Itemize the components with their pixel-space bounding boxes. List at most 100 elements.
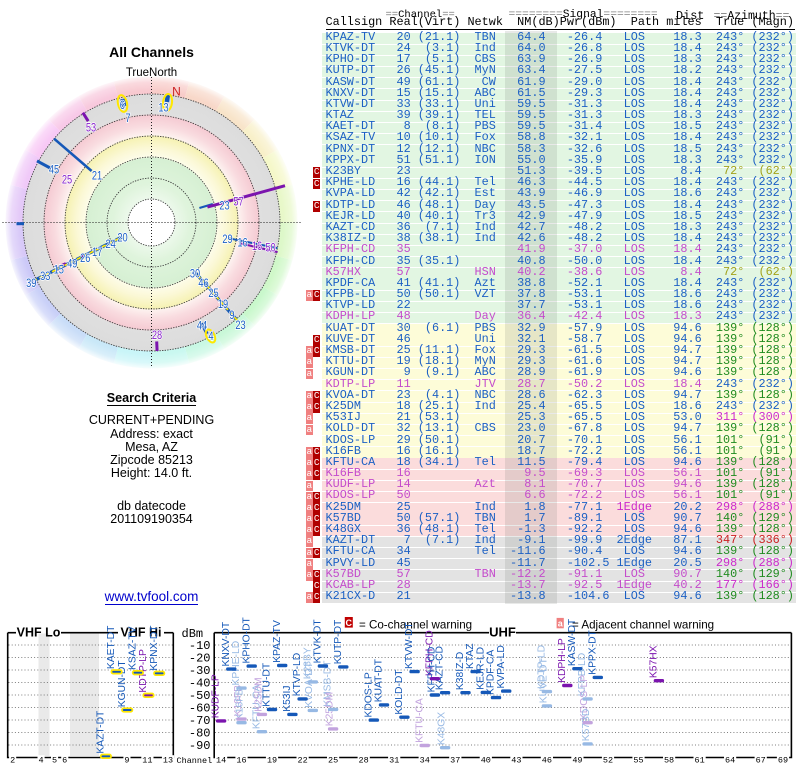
svg-text:58: 58 (664, 755, 674, 765)
svg-text:KMSB-DT: KMSB-DT (323, 660, 334, 707)
svg-text:KVOA-DT: KVOA-DT (304, 661, 315, 707)
svg-text:KNXV-DT: KNXV-DT (221, 621, 232, 666)
svg-text:KFPH-CD: KFPH-CD (426, 647, 437, 693)
svg-text:6: 6 (62, 755, 67, 765)
svg-text:28: 28 (152, 329, 162, 342)
svg-text:KFPH-CD: KFPH-CD (425, 630, 436, 676)
svg-text:52: 52 (603, 755, 613, 765)
svg-text:C: C (346, 618, 353, 628)
svg-text:20: 20 (117, 232, 127, 245)
svg-text:-80: -80 (189, 726, 211, 740)
svg-text:11: 11 (142, 755, 152, 765)
svg-text:KFTU-CA: KFTU-CA (414, 698, 425, 743)
svg-text:2: 2 (10, 755, 15, 765)
svg-text:-90: -90 (189, 739, 211, 753)
svg-text:24: 24 (105, 238, 116, 251)
svg-text:49: 49 (572, 755, 582, 765)
svg-text:49: 49 (67, 258, 77, 271)
svg-text:-30: -30 (189, 664, 211, 678)
svg-text:69: 69 (778, 755, 788, 765)
svg-text:K38IZ-D: K38IZ-D (455, 652, 466, 690)
svg-text:30: 30 (190, 268, 200, 281)
svg-text:= Adjacent channel warning: = Adjacent channel warning (572, 618, 714, 631)
svg-text:KPAZ-TV: KPAZ-TV (272, 620, 283, 663)
svg-text:26: 26 (80, 252, 90, 265)
svg-text:K23BY: K23BY (302, 647, 313, 679)
svg-text:21: 21 (92, 170, 102, 183)
svg-text:22: 22 (297, 755, 307, 765)
svg-text:61: 61 (694, 755, 704, 765)
svg-text:19: 19 (218, 298, 228, 311)
svg-text:55: 55 (633, 755, 643, 765)
svg-text:57: 57 (233, 196, 243, 209)
svg-text:K25DM: K25DM (253, 677, 264, 711)
svg-text:6: 6 (120, 99, 125, 112)
svg-text:40: 40 (481, 755, 491, 765)
svg-text:KPPX-DT: KPPX-DT (587, 629, 598, 674)
svg-text:67: 67 (756, 755, 766, 765)
svg-text:a: a (558, 618, 564, 628)
svg-text:45: 45 (49, 164, 59, 177)
svg-text:16: 16 (236, 755, 246, 765)
svg-text:13: 13 (158, 102, 168, 115)
svg-text:-70: -70 (189, 714, 211, 728)
svg-text:25: 25 (208, 287, 218, 300)
svg-text:31: 31 (389, 755, 399, 765)
svg-text:dBm: dBm (182, 627, 204, 641)
svg-text:25: 25 (328, 755, 338, 765)
svg-text:4: 4 (208, 330, 214, 343)
svg-text:43: 43 (511, 755, 521, 765)
svg-text:KTVP-LD: KTVP-LD (292, 653, 303, 697)
svg-text:KUAT-DT: KUAT-DT (374, 658, 385, 702)
svg-text:KPHE-LD: KPHE-LD (231, 641, 242, 686)
svg-text:KUDF-LP: KUDF-LP (211, 674, 222, 718)
svg-text:KPHO-DT: KPHO-DT (241, 616, 252, 663)
svg-text:KEJR-LD: KEJR-LD (475, 647, 486, 690)
svg-text:-20: -20 (189, 651, 211, 665)
svg-text:16: 16 (237, 237, 247, 250)
svg-text:N: N (172, 85, 181, 99)
svg-text:KTTU-DT: KTTU-DT (262, 662, 273, 707)
svg-text:KDPH-LP: KDPH-LP (557, 638, 568, 683)
svg-text:KDOS-LP: KDOS-LP (363, 672, 374, 717)
svg-text:K57BD: K57BD (581, 709, 592, 742)
svg-text:KUVE-DT: KUVE-DT (538, 657, 549, 703)
svg-text:46: 46 (542, 755, 552, 765)
svg-text:KDTP-LP: KDTP-LP (138, 649, 149, 693)
svg-text:KTVW-DT: KTVW-DT (404, 622, 415, 669)
svg-text:-10: -10 (189, 639, 211, 653)
svg-text:-40: -40 (189, 676, 211, 690)
svg-text:KSAZ-TV: KSAZ-TV (128, 626, 139, 670)
svg-text:K57HX: K57HX (649, 645, 660, 678)
svg-text:50: 50 (265, 241, 275, 254)
svg-text:VHF Hi: VHF Hi (121, 625, 162, 639)
svg-text:23: 23 (219, 200, 229, 213)
svg-text:KGUN-DT: KGUN-DT (117, 660, 128, 708)
svg-text:KAZT-CD: KAZT-CD (435, 646, 446, 690)
svg-text:34: 34 (420, 755, 430, 765)
svg-text:4: 4 (38, 755, 43, 765)
svg-text:K16FB: K16FB (235, 688, 246, 720)
svg-text:15: 15 (54, 264, 64, 277)
svg-text:29: 29 (222, 233, 232, 246)
svg-text:KFTU-CA: KFTU-CA (252, 684, 263, 729)
svg-text:KDTP-LD: KDTP-LD (537, 645, 548, 689)
svg-text:17: 17 (92, 246, 102, 259)
svg-text:Channel: Channel (177, 756, 213, 766)
svg-text:KTAZ: KTAZ (465, 643, 476, 669)
svg-text:9: 9 (229, 309, 234, 322)
svg-text:-60: -60 (189, 701, 211, 715)
svg-text:37: 37 (450, 755, 460, 765)
svg-text:KASW-DT: KASW-DT (567, 618, 578, 666)
svg-text:= Co-channel warning: = Co-channel warning (359, 618, 472, 631)
svg-text:K16FB: K16FB (233, 685, 244, 717)
svg-text:VHF Lo: VHF Lo (17, 625, 61, 639)
svg-text:9: 9 (124, 755, 129, 765)
svg-text:25: 25 (62, 174, 72, 187)
svg-text:KPNX-DT: KPNX-DT (149, 625, 160, 671)
svg-text:KPDF-CA: KPDF-CA (486, 650, 497, 695)
svg-text:44: 44 (197, 320, 208, 333)
svg-text:KVPA-LD: KVPA-LD (496, 645, 507, 688)
svg-text:19: 19 (267, 755, 277, 765)
svg-text:16: 16 (252, 240, 262, 253)
